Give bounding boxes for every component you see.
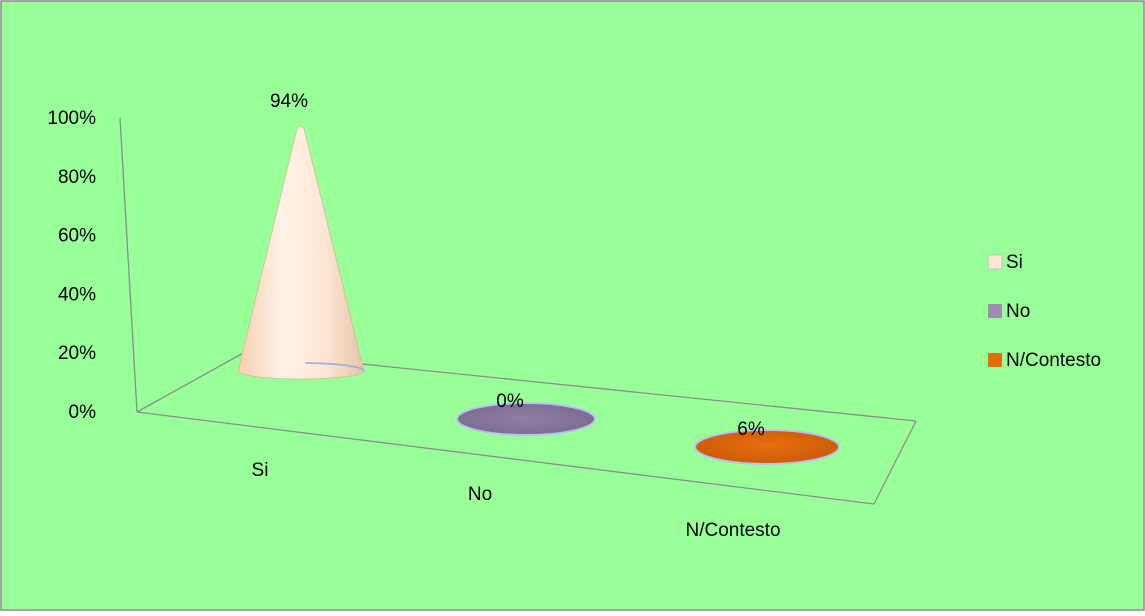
x-tick-label: No	[468, 484, 492, 505]
disc-mark-no	[456, 402, 596, 436]
y-tick-label: 20%	[58, 343, 96, 364]
x-tick-label: N/Contesto	[685, 520, 780, 541]
legend-swatch	[988, 353, 1002, 367]
y-axis-line	[119, 117, 138, 413]
legend-entry: No	[988, 301, 1030, 322]
y-tick-label: 100%	[47, 108, 96, 129]
floor-left-edge	[136, 351, 246, 413]
floor-right-edge	[873, 420, 917, 505]
y-tick-label: 0%	[69, 402, 97, 423]
cone-body	[237, 126, 365, 380]
y-tick-label: 80%	[58, 167, 96, 188]
legend-label: N/Contesto	[1006, 350, 1101, 371]
legend-label: No	[1006, 301, 1030, 322]
data-label: 0%	[496, 391, 524, 412]
data-labels: 94% 0% 6%	[270, 91, 765, 440]
legend: Si No N/Contesto	[987, 252, 1101, 371]
disc-mark-ncontesto	[694, 429, 840, 465]
x-tick-label: Si	[252, 460, 269, 481]
legend-entry: Si	[987, 252, 1023, 273]
cone-mark-si	[237, 126, 365, 380]
legend-label: Si	[1006, 252, 1023, 273]
legend-entry: N/Contesto	[988, 350, 1101, 371]
y-axis-ticks: 0% 20% 40% 60% 80% 100%	[47, 108, 96, 423]
y-tick-label: 60%	[58, 226, 96, 247]
legend-swatch	[988, 304, 1002, 318]
category-labels: Si No N/Contesto	[252, 460, 781, 541]
floor-front-edge	[136, 411, 875, 505]
chart-marks	[237, 126, 840, 465]
cone-base-rim	[237, 362, 365, 380]
legend-swatch	[987, 254, 1003, 270]
y-tick-label: 40%	[58, 284, 96, 305]
data-label: 6%	[737, 419, 765, 440]
data-label: 94%	[270, 91, 308, 112]
